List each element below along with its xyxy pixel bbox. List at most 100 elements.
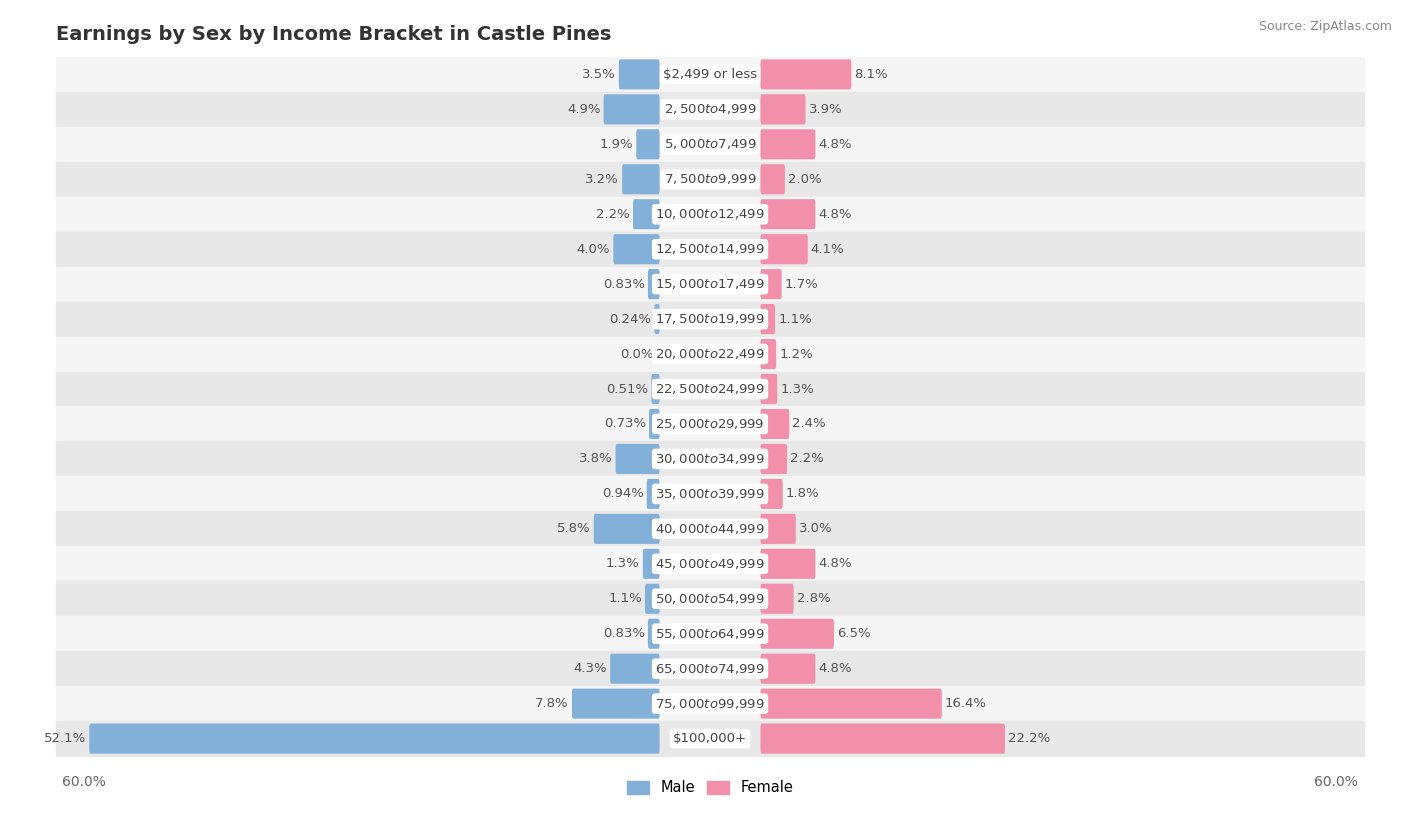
Text: 1.3%: 1.3% <box>606 558 640 570</box>
Text: 7.8%: 7.8% <box>536 698 569 710</box>
FancyBboxPatch shape <box>761 234 808 264</box>
FancyBboxPatch shape <box>637 129 659 159</box>
Bar <box>56 651 1364 686</box>
FancyBboxPatch shape <box>761 164 785 194</box>
Text: 1.1%: 1.1% <box>609 593 643 605</box>
FancyBboxPatch shape <box>761 304 775 334</box>
Text: $2,500 to $4,999: $2,500 to $4,999 <box>664 102 756 116</box>
Text: 4.8%: 4.8% <box>818 138 852 150</box>
Bar <box>56 302 1364 337</box>
Text: 1.3%: 1.3% <box>780 383 814 395</box>
Text: 22.2%: 22.2% <box>1008 733 1050 745</box>
FancyBboxPatch shape <box>610 654 659 684</box>
Text: $55,000 to $64,999: $55,000 to $64,999 <box>655 627 765 641</box>
Text: 4.3%: 4.3% <box>574 663 607 675</box>
Text: $5,000 to $7,499: $5,000 to $7,499 <box>664 137 756 151</box>
Bar <box>56 372 1364 406</box>
FancyBboxPatch shape <box>761 479 783 509</box>
Text: 4.8%: 4.8% <box>818 208 852 220</box>
Bar <box>56 546 1364 581</box>
FancyBboxPatch shape <box>654 304 659 334</box>
FancyBboxPatch shape <box>761 619 834 649</box>
FancyBboxPatch shape <box>761 374 778 404</box>
Legend: Male, Female: Male, Female <box>621 775 799 802</box>
Text: 0.83%: 0.83% <box>603 628 645 640</box>
FancyBboxPatch shape <box>761 584 793 614</box>
Text: $30,000 to $34,999: $30,000 to $34,999 <box>655 452 765 466</box>
Text: $20,000 to $22,499: $20,000 to $22,499 <box>655 347 765 361</box>
Text: $17,500 to $19,999: $17,500 to $19,999 <box>655 312 765 326</box>
FancyBboxPatch shape <box>761 199 815 229</box>
Text: $100,000+: $100,000+ <box>673 733 747 745</box>
FancyBboxPatch shape <box>616 444 659 474</box>
Text: 2.4%: 2.4% <box>793 418 825 430</box>
FancyBboxPatch shape <box>603 94 659 124</box>
Bar <box>56 197 1364 232</box>
Text: $65,000 to $74,999: $65,000 to $74,999 <box>655 662 765 676</box>
Text: 0.94%: 0.94% <box>602 488 644 500</box>
FancyBboxPatch shape <box>650 409 659 439</box>
Text: 16.4%: 16.4% <box>945 698 987 710</box>
Text: 1.8%: 1.8% <box>786 488 820 500</box>
Text: 8.1%: 8.1% <box>855 68 889 80</box>
Text: Source: ZipAtlas.com: Source: ZipAtlas.com <box>1258 20 1392 33</box>
Text: $75,000 to $99,999: $75,000 to $99,999 <box>655 697 765 711</box>
FancyBboxPatch shape <box>761 269 782 299</box>
Text: 4.8%: 4.8% <box>818 558 852 570</box>
Bar <box>56 92 1364 127</box>
FancyBboxPatch shape <box>645 584 659 614</box>
FancyBboxPatch shape <box>633 199 659 229</box>
Text: 3.0%: 3.0% <box>799 523 832 535</box>
Text: Earnings by Sex by Income Bracket in Castle Pines: Earnings by Sex by Income Bracket in Cas… <box>56 25 612 44</box>
Text: 1.2%: 1.2% <box>779 348 813 360</box>
Bar <box>56 57 1364 92</box>
Text: $22,500 to $24,999: $22,500 to $24,999 <box>655 382 765 396</box>
Text: 3.8%: 3.8% <box>579 453 613 465</box>
Bar <box>56 406 1364 441</box>
FancyBboxPatch shape <box>761 409 789 439</box>
FancyBboxPatch shape <box>761 339 776 369</box>
Text: $45,000 to $49,999: $45,000 to $49,999 <box>655 557 765 571</box>
Text: $25,000 to $29,999: $25,000 to $29,999 <box>655 417 765 431</box>
Text: 1.1%: 1.1% <box>778 313 811 325</box>
Bar <box>56 441 1364 476</box>
FancyBboxPatch shape <box>613 234 659 264</box>
FancyBboxPatch shape <box>89 724 659 754</box>
FancyBboxPatch shape <box>761 59 852 89</box>
FancyBboxPatch shape <box>648 269 659 299</box>
Text: 4.0%: 4.0% <box>576 243 610 255</box>
Text: $40,000 to $44,999: $40,000 to $44,999 <box>655 522 765 536</box>
Text: 0.51%: 0.51% <box>606 383 648 395</box>
Bar <box>56 232 1364 267</box>
FancyBboxPatch shape <box>648 619 659 649</box>
Text: 2.0%: 2.0% <box>787 173 821 185</box>
Text: 1.7%: 1.7% <box>785 278 818 290</box>
FancyBboxPatch shape <box>761 444 787 474</box>
Text: $12,500 to $14,999: $12,500 to $14,999 <box>655 242 765 256</box>
Bar <box>56 616 1364 651</box>
Text: 2.2%: 2.2% <box>596 208 630 220</box>
FancyBboxPatch shape <box>761 549 815 579</box>
Bar <box>56 267 1364 302</box>
Text: $2,499 or less: $2,499 or less <box>664 68 756 80</box>
Bar <box>56 721 1364 756</box>
FancyBboxPatch shape <box>761 724 1005 754</box>
Text: 2.8%: 2.8% <box>797 593 831 605</box>
FancyBboxPatch shape <box>643 549 659 579</box>
Text: 60.0%: 60.0% <box>1315 776 1358 789</box>
Text: 2.2%: 2.2% <box>790 453 824 465</box>
FancyBboxPatch shape <box>572 689 659 719</box>
FancyBboxPatch shape <box>619 59 659 89</box>
FancyBboxPatch shape <box>761 514 796 544</box>
Text: 60.0%: 60.0% <box>62 776 105 789</box>
Text: 4.9%: 4.9% <box>567 103 600 115</box>
FancyBboxPatch shape <box>593 514 659 544</box>
Text: 0.24%: 0.24% <box>609 313 651 325</box>
Text: 0.73%: 0.73% <box>603 418 645 430</box>
Text: 1.9%: 1.9% <box>599 138 633 150</box>
Text: 52.1%: 52.1% <box>44 733 86 745</box>
Text: $50,000 to $54,999: $50,000 to $54,999 <box>655 592 765 606</box>
Text: 6.5%: 6.5% <box>837 628 870 640</box>
FancyBboxPatch shape <box>761 689 942 719</box>
FancyBboxPatch shape <box>647 479 659 509</box>
